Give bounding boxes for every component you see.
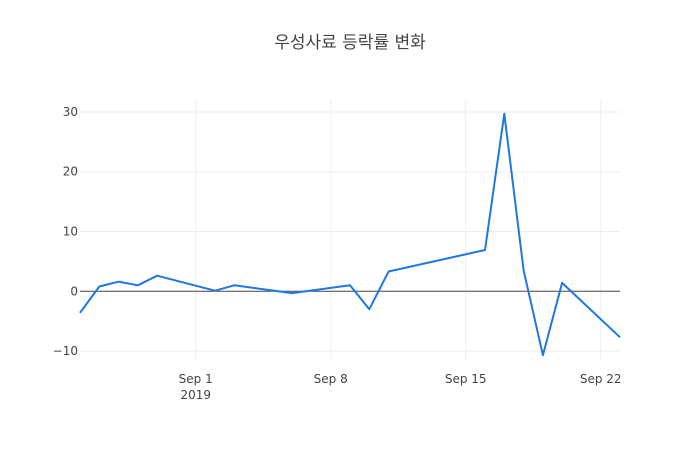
y-tick-label: 10 <box>63 224 78 238</box>
axes: 30 20 10 0 −10 Sep 1 2019 Sep 8 Sep 15 Sep 22 <box>53 105 622 402</box>
y-tick-label: 0 <box>70 284 78 298</box>
x-tick-label: Sep 22 <box>580 372 622 386</box>
y-tick-label: 20 <box>63 165 78 179</box>
grid <box>80 100 620 360</box>
y-tick-label: 30 <box>63 105 78 119</box>
series-line <box>79 112 621 357</box>
y-tick-label: −10 <box>53 344 78 358</box>
chart-title: 우성사료 등락률 변화 <box>274 33 426 53</box>
series <box>79 112 621 357</box>
x-tick-label: Sep 1 <box>179 372 213 386</box>
x-tick-label: Sep 15 <box>445 372 487 386</box>
x-tick-sublabel: 2019 <box>180 388 211 402</box>
x-tick-label: Sep 8 <box>314 372 348 386</box>
